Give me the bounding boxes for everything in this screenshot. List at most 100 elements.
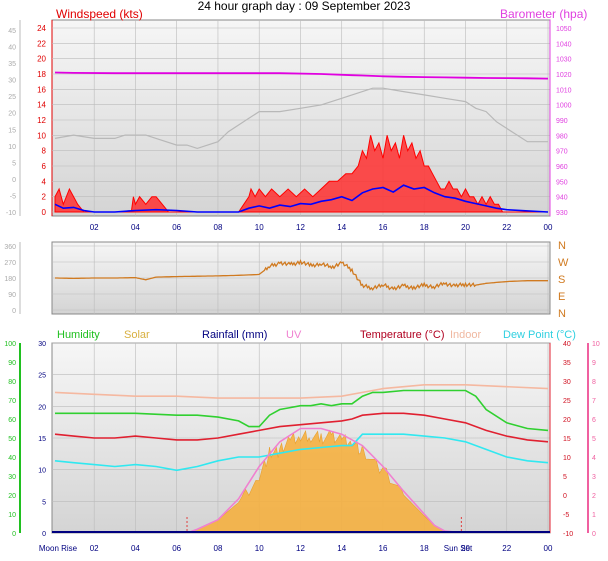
wind-tick-label: 8 (42, 147, 47, 156)
x-tick-label: 18 (420, 544, 429, 553)
outer-left-tick-label: 20 (8, 111, 16, 118)
compass-label: N (558, 240, 566, 252)
humidity-tick-label: 30 (8, 474, 16, 481)
outer-left-tick-label: -10 (6, 210, 16, 217)
x-tick-label: 16 (379, 223, 388, 232)
temp-tick-label: 15 (563, 436, 571, 443)
x-tick-label: 08 (214, 223, 223, 232)
wind-tick-label: 20 (37, 55, 46, 64)
plot-area (51, 19, 551, 217)
humidity-tick-label: 60 (8, 417, 16, 424)
outer-left-tick-label: 15 (8, 127, 16, 134)
uv-tick-label: 3 (592, 474, 596, 481)
page-title: 24 hour graph day : 09 September 2023 (198, 0, 411, 13)
uv-line (186, 427, 466, 533)
temp-tick-label: 10 (563, 455, 571, 462)
x-tick-label: 18 (420, 223, 429, 232)
temp-tick-label: 25 (563, 398, 571, 405)
outer-left-tick-label: -5 (10, 193, 16, 200)
humidity-tick-label: 80 (8, 379, 16, 386)
uv-tick-label: 0 (592, 531, 596, 538)
outer-left-tick-label: 35 (8, 61, 16, 68)
x-tick-label: 10 (255, 544, 264, 553)
uv-tick-label: 4 (592, 455, 596, 462)
avg-wind-line (54, 184, 549, 213)
humidity-title: Humidity (57, 329, 100, 341)
series-group (55, 259, 548, 291)
wind-direction-line (55, 259, 548, 291)
dir-tick-label: 0 (12, 308, 16, 315)
baro-tick-label: 980 (556, 133, 568, 140)
dewpoint-line (54, 433, 549, 472)
baro-tick-label: 1030 (556, 57, 572, 64)
humidity-tick-label: 40 (8, 455, 16, 462)
x-tick-label: 14 (337, 544, 346, 553)
baro-tick-label: 960 (556, 164, 568, 171)
baro-tick-label: 990 (556, 118, 568, 125)
wind-tick-label: 2 (42, 193, 47, 202)
temp-tick-label: -10 (563, 531, 573, 538)
solar-title: Solar (124, 329, 150, 341)
outer-left-tick-label: 10 (8, 144, 16, 151)
temp-tick-label: -5 (563, 512, 569, 519)
humidity-tick-label: 10 (8, 512, 16, 519)
x-tick-label: 12 (296, 223, 305, 232)
x-tick-label: 08 (214, 544, 223, 553)
temp-tick-label: 20 (563, 417, 571, 424)
x-tick-label: Sun Set (444, 544, 473, 553)
uv-title: UV (286, 329, 302, 341)
x-tick-label: 22 (502, 544, 511, 553)
temp-tick-label: 40 (563, 341, 571, 348)
x-tick-label: 22 (502, 223, 511, 232)
humidity-line (55, 389, 549, 432)
compass-label: W (558, 257, 569, 269)
wind-tick-label: 0 (42, 208, 47, 217)
outer-left-tick-label: 0 (12, 177, 16, 184)
x-tick-label: 02 (90, 223, 99, 232)
rain-tick-label: 0 (42, 531, 46, 538)
gray-trace-line (54, 87, 548, 150)
uv-tick-label: 8 (592, 379, 596, 386)
x-tick-label: 00 (544, 544, 553, 553)
x-tick-label: 12 (296, 544, 305, 553)
temp-humidity-panel: Humidity Solar Rainfall (mm) UV Temperature … (4, 329, 600, 553)
solar-area (186, 429, 466, 533)
compass-label: S (558, 274, 565, 286)
humidity-tick-label: 0 (12, 531, 16, 538)
temperature-line (54, 412, 549, 443)
uv-tick-label: 10 (592, 341, 600, 348)
rain-tick-label: 10 (38, 468, 46, 475)
dir-tick-label: 270 (4, 260, 16, 267)
temp-tick-label: 35 (563, 360, 571, 367)
x-tick-label: 20 (461, 544, 470, 553)
series-group (52, 383, 550, 533)
uv-tick-label: 5 (592, 436, 596, 443)
humidity-tick-label: 20 (8, 493, 16, 500)
baro-tick-label: 1050 (556, 26, 572, 33)
baro-tick-label: 940 (556, 195, 568, 202)
outer-left-tick-label: 25 (8, 94, 16, 101)
x-tick-label: 20 (461, 223, 470, 232)
baro-tick-label: 970 (556, 149, 568, 156)
dir-tick-label: 360 (4, 244, 16, 251)
baro-tick-label: 950 (556, 179, 568, 186)
dewpoint-title: Dew Point (°C) (503, 329, 576, 341)
baro-tick-label: 1000 (556, 103, 572, 110)
rain-tick-label: 15 (38, 436, 46, 443)
x-tick-label: 16 (379, 544, 388, 553)
temp-tick-label: 5 (563, 474, 567, 481)
wind-tick-label: 18 (37, 70, 46, 79)
wind-tick-label: 14 (37, 101, 46, 110)
dir-tick-label: 180 (4, 276, 16, 283)
humidity-tick-label: 50 (8, 436, 16, 443)
wind-baro-panel: Windspeed (kts) Barometer (hpa)2422201816… (6, 7, 588, 232)
temperature-title: Temperature (°C) (360, 329, 444, 341)
wind-tick-label: 12 (37, 116, 46, 125)
baro-tick-label: 1010 (556, 87, 572, 94)
dir-tick-label: 90 (8, 292, 16, 299)
humidity-tick-label: 100 (4, 341, 16, 348)
rain-tick-label: 25 (38, 373, 46, 380)
indoor-title: Indoor (450, 329, 482, 341)
wind-tick-label: 16 (37, 85, 46, 94)
